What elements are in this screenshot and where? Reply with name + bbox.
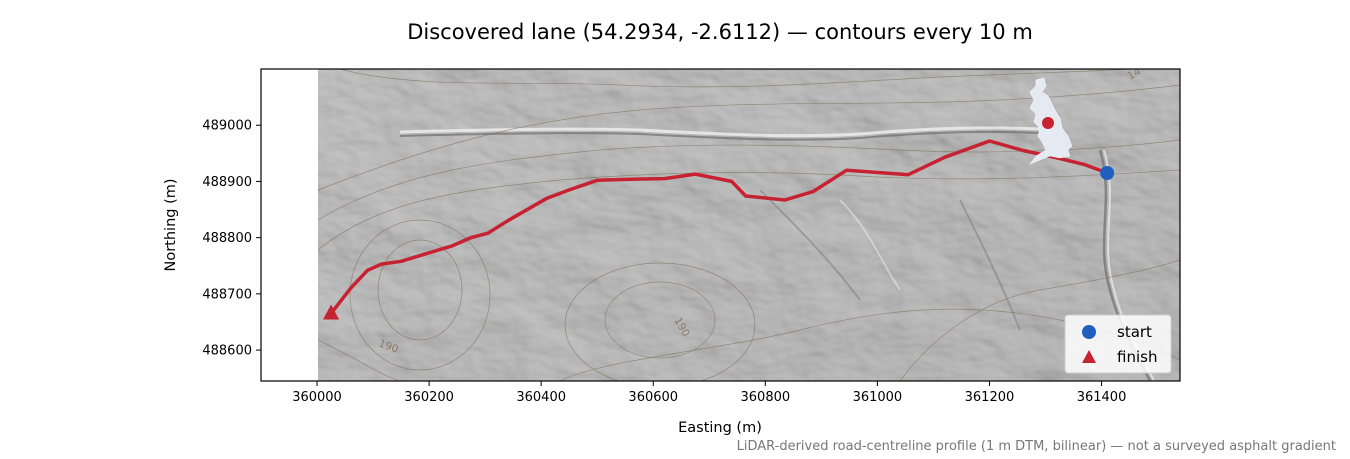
legend-start-swatch [1082,325,1096,339]
finish-marker [323,304,340,320]
route-line [329,139,1109,316]
plot-frame [260,68,1181,382]
chart-title: Discovered lane (54.2934, -2.6112) — con… [407,20,1033,44]
y-tick-label: 488900 [202,175,252,190]
inset-locator-map [1029,77,1073,165]
x-tick-label: 360200 [404,390,454,405]
legend-finish-swatch [1082,350,1096,363]
x-axis-label: Easting (m) [678,420,762,436]
x-tick-label: 360400 [516,390,566,405]
y-tick-label: 488700 [202,287,252,302]
x-tick-label: 360600 [628,390,678,405]
y-tick-label: 488600 [202,344,252,359]
legend: start finish [1064,314,1172,374]
x-tick-label: 361200 [965,390,1015,405]
y-tick-label: 488800 [202,231,252,246]
x-tick-label: 361400 [1077,390,1127,405]
x-tick-label: 360000 [292,390,342,405]
location-marker [1042,117,1054,129]
y-tick-label: 489000 [202,119,252,134]
start-marker [1100,166,1115,180]
legend-finish-label: finish [1117,348,1157,366]
y-axis-label: Northing (m) [163,178,179,271]
legend-start-label: start [1117,323,1152,341]
x-axis: 360000 360200 360400 360600 360800 361000 3612… [292,381,1126,405]
x-tick-label: 360800 [741,390,791,405]
x-tick-label: 361000 [853,390,903,405]
y-axis: 488600 488700 488800 488900 489000 [202,119,261,359]
footnote: LiDAR-derived road-centreline profile (1… [737,439,1336,454]
